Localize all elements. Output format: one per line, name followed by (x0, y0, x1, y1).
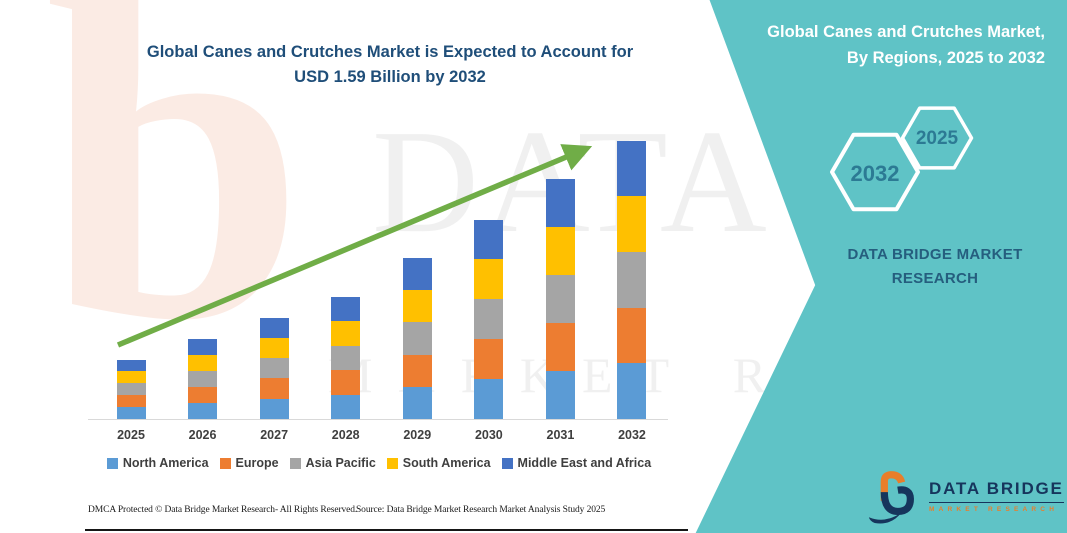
bar-2027-segment-north-america (259, 398, 289, 419)
bar-2025-segment-asia-pacific (116, 383, 146, 396)
bar-2029-segment-asia-pacific (402, 322, 432, 355)
bar-2026-segment-north-america (188, 402, 218, 419)
legend-item-south-america: South America (386, 456, 491, 470)
legend-label-europe: Europe (235, 456, 279, 470)
legend-swatch-asia-pacific (289, 457, 301, 469)
legend-label-middle-east-and-africa: Middle East and Africa (517, 456, 652, 470)
legend-swatch-europe (219, 457, 231, 469)
bar-2032-segment-asia-pacific (617, 252, 647, 308)
data-bridge-logo: DATA BRIDGE MARKET RESEARCH (866, 468, 1064, 524)
bar-2026-segment-south-america (188, 354, 218, 371)
bar-2032-segment-europe (617, 307, 647, 364)
bar-2026-segment-europe (188, 386, 218, 403)
legend-label-south-america: South America (402, 456, 491, 470)
chart-headline-line1: Global Canes and Crutches Market is Expe… (146, 43, 634, 61)
bar-2031-segment-south-america (545, 227, 575, 276)
x-axis-label-2029: 2029 (403, 428, 432, 442)
legend-label-asia-pacific: Asia Pacific (305, 456, 376, 470)
bar-2029-segment-north-america (402, 386, 432, 419)
legend-swatch-south-america (386, 457, 398, 469)
bar-2027-segment-asia-pacific (259, 358, 289, 379)
bar-2031-segment-north-america (545, 371, 575, 419)
bar-2026-segment-middle-east-and-africa (188, 338, 218, 355)
legend-item-europe: Europe (219, 456, 279, 470)
data-bridge-logo-b-icon (868, 471, 914, 524)
bar-2028-segment-south-america (331, 321, 361, 346)
legend-swatch-north-america (106, 457, 118, 469)
growth-trend-arrow-icon (116, 144, 593, 348)
bar-2029-segment-europe (402, 354, 432, 387)
footer-divider-line (85, 529, 688, 531)
chart-headline: Global Canes and Crutches Market is Expe… (100, 40, 680, 90)
x-axis-label-2028: 2028 (331, 428, 360, 442)
brand-text-line1: DATA BRIDGE MARKET (847, 246, 1023, 263)
bar-2028-segment-asia-pacific (331, 345, 361, 370)
x-axis-label-2032: 2032 (618, 428, 646, 442)
hexagon-year-2032: 2032 (850, 161, 900, 186)
bar-2030-segment-south-america (474, 259, 504, 300)
bar-2032-segment-south-america (617, 196, 647, 253)
bar-2031-segment-europe (545, 323, 575, 372)
legend-item-asia-pacific: Asia Pacific (289, 456, 376, 470)
x-axis-label-2026: 2026 (188, 428, 217, 442)
bar-2030-segment-europe (474, 339, 504, 380)
bar-2028-segment-middle-east-and-africa (331, 296, 361, 321)
bar-2028-segment-europe (331, 370, 361, 395)
bar-2028-segment-north-america (331, 394, 361, 419)
bar-2025-segment-north-america (116, 407, 146, 419)
hexagon-badges-icon (830, 106, 974, 212)
chart-headline-line2: USD 1.59 Billion by 2032 (294, 67, 486, 86)
bar-2031-segment-middle-east-and-africa (545, 179, 575, 228)
bar-2025-segment-south-america (116, 371, 146, 384)
bar-2029-segment-middle-east-and-africa (402, 258, 432, 291)
bar-2032-segment-middle-east-and-africa (617, 140, 647, 197)
x-axis-line (88, 419, 668, 420)
bar-2029-segment-south-america (402, 290, 432, 323)
hexagon-year-2025: 2025 (915, 128, 959, 149)
bar-2027-segment-south-america (259, 337, 289, 359)
brand-text: DATA BRIDGE MARKET RESEARCH (828, 243, 1042, 291)
logo-tagline-text: MARKET RESEARCH (929, 506, 1059, 513)
x-axis-label-2025: 2025 (117, 428, 145, 442)
chart-legend: North America Europe Asia Pacific South Ame… (88, 456, 670, 470)
bar-2027-segment-middle-east-and-africa (259, 317, 289, 338)
bar-2030-segment-middle-east-and-africa (474, 219, 504, 260)
bar-2026-segment-asia-pacific (188, 370, 218, 387)
legend-item-middle-east-and-africa: Middle East and Africa (501, 456, 652, 470)
x-axis-label-2031: 2031 (546, 428, 575, 442)
x-axis-label-2027: 2027 (260, 428, 289, 442)
brand-text-line2: RESEARCH (891, 270, 979, 287)
legend-swatch-middle-east-and-africa (501, 457, 513, 469)
right-panel-title-line2: By Regions, 2025 to 2032 (846, 48, 1045, 67)
bar-2030-segment-north-america (474, 379, 504, 419)
footer-dmca-text: DMCA Protected © Data Bridge Market Rese… (88, 505, 358, 515)
logo-name-text: DATA BRIDGE (929, 479, 1064, 503)
hexagon-2032-shape (830, 132, 920, 212)
x-axis-label-2030: 2030 (474, 428, 503, 442)
legend-label-north-america: North America (122, 456, 209, 470)
bar-2027-segment-europe (259, 378, 289, 399)
bar-2025-segment-europe (116, 395, 146, 408)
bar-2031-segment-asia-pacific (545, 275, 575, 324)
bar-2032-segment-north-america (617, 363, 647, 419)
footer-source-text: Source: Data Bridge Market Research Mark… (356, 505, 606, 515)
right-panel-title-line1: Global Canes and Crutches Market, (767, 23, 1045, 41)
legend-item-north-america: North America (106, 456, 209, 470)
right-panel-title: Global Canes and Crutches Market, By Reg… (725, 20, 1045, 71)
bar-2030-segment-asia-pacific (474, 299, 504, 340)
bar-2025-segment-middle-east-and-africa (116, 359, 146, 372)
hexagon-2025-shape (900, 106, 974, 170)
